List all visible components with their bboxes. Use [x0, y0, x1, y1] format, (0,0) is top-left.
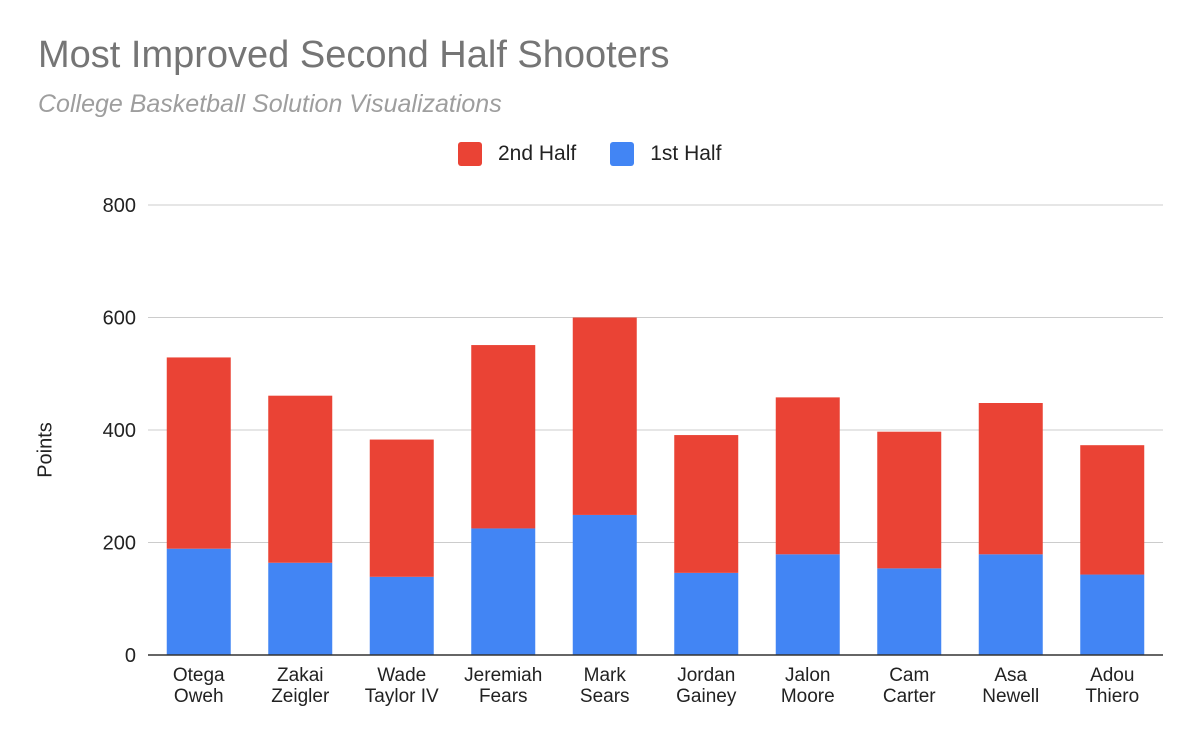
x-tick-label: Cam — [889, 665, 929, 686]
bar-1st-half — [166, 548, 231, 655]
bar-2nd-half — [1080, 445, 1145, 575]
chart-legend: 2nd Half 1st Half — [458, 142, 755, 166]
legend-item-2nd-half: 2nd Half — [458, 142, 576, 166]
bar-2nd-half — [572, 317, 637, 515]
x-tick-label: Newell — [982, 686, 1039, 707]
x-tick-label: Moore — [781, 686, 835, 707]
x-tick-label: Jeremiah — [464, 665, 542, 686]
bar-1st-half — [978, 554, 1043, 655]
legend-label-1st-half: 1st Half — [650, 142, 722, 165]
bar-2nd-half — [166, 357, 231, 549]
bar-1st-half — [775, 554, 840, 655]
bar-1st-half — [1080, 574, 1145, 655]
x-tick-label: Mark — [584, 665, 627, 686]
x-tick-label: Taylor IV — [365, 686, 439, 707]
bar-2nd-half — [775, 397, 840, 555]
bar-1st-half — [268, 562, 333, 655]
bar-1st-half — [572, 514, 637, 655]
bar-1st-half — [369, 576, 434, 655]
y-tick-label: 200 — [103, 533, 136, 555]
bar-2nd-half — [877, 431, 942, 569]
bar-2nd-half — [369, 439, 434, 577]
x-tick-label: Thiero — [1085, 686, 1139, 707]
legend-label-2nd-half: 2nd Half — [498, 142, 577, 165]
bar-1st-half — [471, 528, 536, 655]
x-tick-label: Carter — [883, 686, 936, 707]
bar-2nd-half — [471, 345, 536, 529]
bar-1st-half — [877, 568, 942, 655]
x-tick-label: Fears — [479, 686, 528, 707]
bar-2nd-half — [268, 395, 333, 563]
legend-swatch-1st-half — [610, 142, 635, 166]
x-tick-label: Zeigler — [271, 686, 330, 707]
x-tick-label: Zakai — [277, 665, 323, 686]
y-tick-label: 0 — [125, 645, 136, 667]
legend-swatch-2nd-half — [458, 142, 482, 166]
x-tick-label: Gainey — [676, 686, 737, 707]
y-tick-label: 400 — [103, 420, 136, 442]
bar-2nd-half — [674, 435, 739, 573]
x-tick-label: Sears — [580, 686, 630, 707]
chart-title: Most Improved Second Half Shooters — [38, 34, 670, 76]
y-tick-label: 800 — [103, 195, 136, 217]
y-tick-label: 600 — [103, 308, 136, 330]
x-tick-label: Wade — [377, 665, 426, 686]
x-tick-label: Oweh — [174, 686, 224, 707]
x-tick-label: Otega — [173, 665, 225, 686]
x-tick-label: Jordan — [677, 665, 735, 686]
x-tick-label: Adou — [1090, 665, 1134, 686]
bar-2nd-half — [978, 403, 1043, 555]
chart-subtitle: College Basketball Solution Visualizatio… — [38, 90, 502, 118]
bar-1st-half — [674, 572, 739, 655]
legend-item-1st-half: 1st Half — [610, 142, 721, 166]
x-tick-label: Jalon — [785, 665, 830, 686]
x-tick-label: Asa — [994, 665, 1027, 686]
